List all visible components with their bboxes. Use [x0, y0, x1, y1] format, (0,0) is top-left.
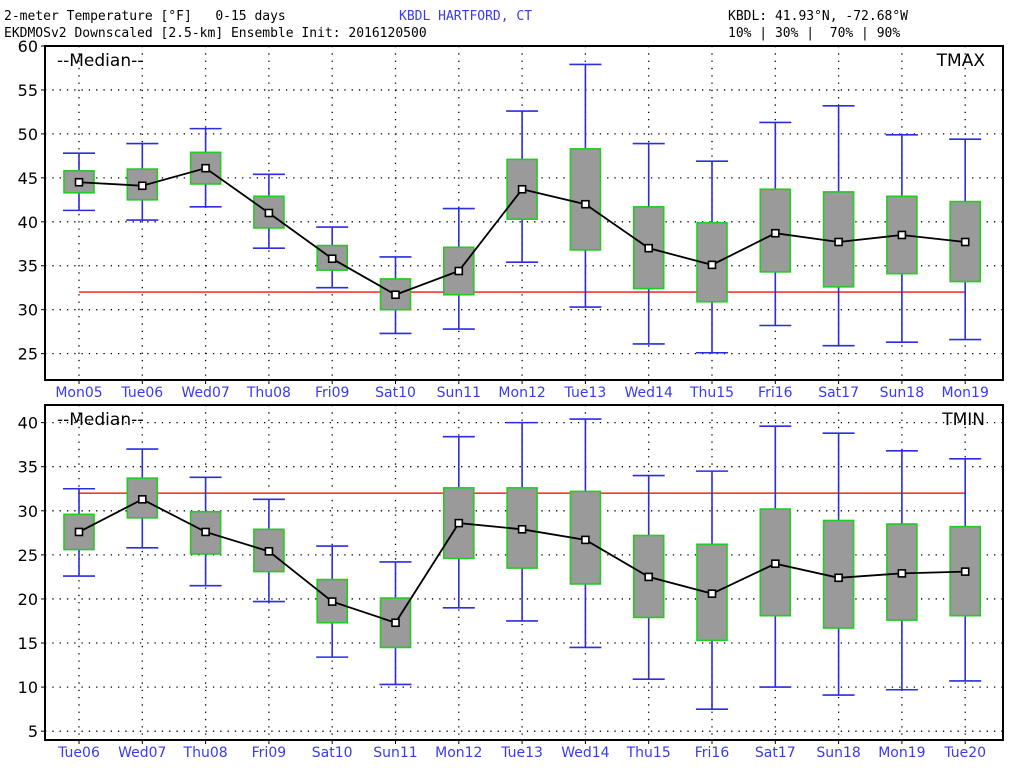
- tmin-panel-label: TMIN: [941, 410, 985, 430]
- tmin-xtick-label: Sat10: [312, 745, 353, 761]
- tmin-xtick-label: Thu08: [183, 745, 228, 761]
- tmin-xtick-label: Wed07: [118, 745, 166, 761]
- tmax-xtick-label: Sun11: [437, 385, 481, 401]
- tmin-ytick-label: 35: [18, 458, 38, 477]
- model-info: EKDMOSv2 Downscaled [2.5-km] Ensemble In…: [4, 26, 427, 41]
- tmin-ytick-label: 10: [18, 678, 38, 697]
- tmin-xtick-label: Fri16: [695, 745, 730, 761]
- tmax-legend-median: --Median--: [57, 51, 143, 71]
- tmin-legend-median: --Median--: [57, 410, 143, 430]
- tmin-xtick-label: Tue06: [57, 745, 100, 761]
- tmin-median-point: [834, 573, 843, 583]
- tmin-median-point: [391, 618, 400, 628]
- chart-title: 2-meter Temperature [°F] 0-15 days: [4, 9, 286, 24]
- tmax-median-point: [201, 163, 210, 173]
- tmax-xtick-label: Mon05: [55, 385, 102, 401]
- tmin-xtick-label: Fri09: [252, 745, 287, 761]
- tmin-xtick-label: Tue13: [500, 745, 543, 761]
- tmax-xtick-label: Thu15: [689, 385, 734, 401]
- tmax-median-point: [264, 208, 274, 218]
- tmax-median-point: [454, 266, 464, 276]
- tmin-median-point: [201, 527, 210, 537]
- tmin-xtick-label: Mon12: [435, 745, 482, 761]
- tmax-xtick-label: Tue13: [564, 385, 607, 401]
- tmax-xtick-label: Fri16: [758, 385, 793, 401]
- tmax-median-point: [707, 260, 717, 270]
- tmin-median-point: [770, 559, 780, 568]
- tmin-ytick-label: 40: [18, 414, 38, 433]
- tmin-xtick-label: Sat17: [755, 745, 796, 761]
- tmax-ytick-label: 45: [18, 169, 38, 188]
- tmax-median-point: [327, 254, 337, 264]
- tmax-ytick-label: 30: [18, 301, 38, 320]
- tmin-median-point: [897, 569, 907, 578]
- tmax-median-point: [644, 243, 654, 253]
- tmin-xtick-label: Wed14: [561, 745, 609, 761]
- tmax-xtick-label: Mon19: [942, 385, 989, 401]
- tmax-xtick-label: Thu08: [246, 385, 291, 401]
- tmax-box: [759, 188, 792, 273]
- tmin-plot-frame: [44, 404, 1004, 741]
- tmin-xtick-label: Mon19: [878, 745, 925, 761]
- station-name: KBDL HARTFORD, CT: [399, 9, 533, 24]
- tmin-median-point: [960, 567, 970, 576]
- tmin-median-point: [581, 535, 590, 545]
- tmax-xtick-label: Tue06: [120, 385, 163, 401]
- percentile-legend: 10% | 30% | 70% | 90%: [728, 26, 901, 41]
- tmax-xtick-label: Sun18: [880, 385, 924, 401]
- tmax-ytick-label: 55: [18, 81, 38, 100]
- tmin-box: [63, 513, 95, 551]
- tmax-median-point: [834, 237, 843, 247]
- station-coords: KBDL: 41.93°N, -72.68°W: [728, 9, 909, 24]
- tmax-plot-frame: [44, 45, 1004, 381]
- tmax-ytick-label: 25: [18, 345, 38, 364]
- tmin-ytick-label: 30: [18, 502, 38, 521]
- tmax-xtick-label: Wed07: [181, 385, 229, 401]
- tmax-box: [886, 195, 918, 275]
- tmin-ytick-label: 20: [18, 590, 38, 609]
- tmax-median-point: [897, 230, 907, 240]
- tmin-ytick-label: 15: [18, 634, 38, 653]
- tmax-median-point: [581, 199, 590, 209]
- tmax-xtick-label: Sat17: [818, 385, 859, 401]
- tmax-median-point: [138, 181, 147, 191]
- tmax-xtick-label: Wed14: [625, 385, 673, 401]
- tmax-ytick-label: 50: [18, 125, 38, 144]
- tmin-median-point: [138, 495, 147, 504]
- tmax-median-point: [960, 237, 970, 247]
- tmax-median-point: [517, 184, 527, 194]
- tmin-median-point: [327, 597, 337, 606]
- tmax-median-point: [770, 228, 780, 238]
- tmin-median-point: [74, 527, 84, 537]
- tmax-median-point: [74, 177, 84, 187]
- tmin-xtick-label: Sun18: [816, 745, 860, 761]
- tmax-box: [569, 148, 602, 251]
- tmax-ytick-label: 40: [18, 213, 38, 232]
- tmin-median-point: [517, 525, 527, 534]
- tmax-ytick-label: 35: [18, 257, 38, 276]
- tmin-ytick-label: 25: [18, 546, 38, 565]
- tmin-box: [632, 534, 665, 619]
- tmin-xtick-label: Thu15: [626, 745, 671, 761]
- tmax-panel-label: TMAX: [936, 51, 986, 71]
- tmin-xtick-label: Sun11: [373, 745, 417, 761]
- tmax-xtick-label: Mon12: [498, 385, 545, 401]
- tmin-ytick-label: 5: [28, 722, 38, 741]
- tmin-median-point: [644, 572, 654, 582]
- tmax-median-point: [391, 290, 400, 300]
- tmax-xtick-label: Sat10: [375, 385, 416, 401]
- tmax-box: [822, 191, 855, 288]
- tmax-ytick-label: 60: [18, 37, 38, 56]
- tmin-xtick-label: Tue20: [943, 745, 986, 761]
- tmin-median-point: [264, 547, 274, 556]
- tmax-box: [253, 195, 285, 229]
- tmin-median-point: [707, 589, 717, 598]
- tmax-xtick-label: Fri09: [315, 385, 350, 401]
- tmin-median-point: [454, 518, 464, 528]
